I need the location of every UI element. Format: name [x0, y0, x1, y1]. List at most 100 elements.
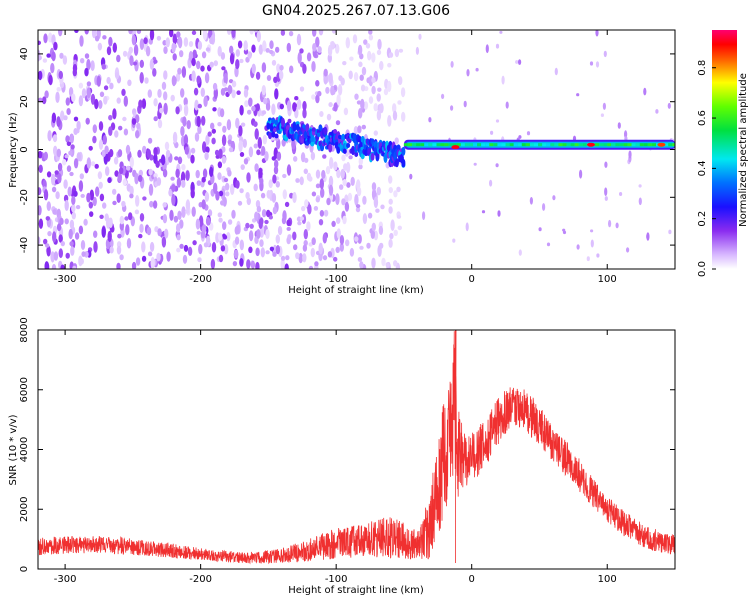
spectrogram-cell [310, 247, 315, 258]
spectrogram-cell [358, 108, 363, 119]
spectrogram-cell [160, 154, 166, 166]
colorbar-gradient [712, 30, 737, 269]
spectrogram-cell [393, 190, 398, 198]
spectrogram-cell [202, 224, 207, 233]
spectrogram-cell [357, 234, 362, 244]
spectrogram-cell [146, 226, 152, 236]
spectrogram-cell [310, 141, 315, 147]
spectrogram-cell [312, 30, 317, 37]
spectrogram-cell [122, 178, 128, 186]
spectrogram-band-cell [578, 143, 583, 147]
spectrogram-peak [657, 142, 666, 147]
spectrogram-cell [232, 261, 238, 267]
spectrogram-cell [244, 100, 249, 108]
spectrogram-cell [197, 103, 202, 109]
spectrogram-cell [271, 103, 276, 116]
spectrogram-cell [367, 212, 373, 219]
spectrogram-cell [147, 251, 153, 257]
spectrogram-band-cell [664, 143, 669, 147]
spectrogram-cell [89, 211, 94, 218]
spectrogram-cell [66, 141, 72, 147]
spectrogram-cell [282, 189, 287, 200]
spectrogram-cell [92, 196, 97, 207]
spectrogram-cell [122, 50, 128, 57]
spectrogram-cell [579, 169, 583, 179]
spectrogram-cell [131, 34, 137, 46]
spectrogram-cell [401, 146, 406, 156]
spectrogram-cell [298, 252, 303, 264]
spectrogram-band-cell [647, 143, 652, 147]
spectrogram-cell [302, 244, 308, 252]
spectrogram-cell [101, 63, 107, 70]
spectrogram-cell [394, 137, 399, 145]
spectrogram-cell [119, 167, 124, 175]
spectrogram-cell [475, 67, 479, 72]
spectrogram-cell [231, 209, 236, 219]
spectrogram-peak [586, 142, 595, 147]
spectrogram-cell [68, 228, 73, 240]
spectrogram-cell [72, 265, 77, 269]
spectrogram-cell [76, 152, 82, 162]
spectrogram-cell [79, 173, 85, 180]
spectrogram-cell [376, 49, 382, 56]
spectrogram-cell [495, 43, 500, 49]
spectrogram-cell [64, 154, 69, 159]
spectrogram-cell [91, 30, 97, 39]
spectrogram-cell [134, 209, 140, 215]
spectrogram-cell [175, 106, 180, 115]
spectrogram-cell [209, 61, 214, 68]
spectrogram-cell [604, 187, 608, 196]
spectrogram-cell [98, 121, 104, 131]
spectrogram-cell [396, 214, 402, 219]
spectrogram-cell [210, 258, 216, 269]
spectrogram-cell [355, 206, 361, 213]
spectrogram-cell [70, 144, 75, 150]
spectrogram-band-cell [460, 143, 465, 147]
spectrogram-cell [287, 118, 292, 124]
spectrogram-cell [101, 226, 106, 238]
spectrogram-cell [137, 149, 142, 158]
spectrogram-cell [240, 164, 245, 171]
colorbar-tick-label: 0.4 [697, 160, 708, 176]
spectrogram-cell [624, 130, 628, 139]
spectrogram-band-cell [473, 143, 478, 147]
spectrogram-band-cell [432, 143, 437, 147]
spectrogram-cell [86, 87, 91, 99]
spectrogram-cell [95, 186, 100, 197]
spectrogram-cell [377, 87, 382, 92]
spectrogram-cell [172, 131, 178, 144]
spectrogram-cell [56, 148, 61, 158]
spectrogram-cell [360, 153, 365, 160]
spectrogram-cell [129, 55, 134, 66]
spectrogram-cell [90, 60, 95, 72]
spectrogram-band-cell [599, 143, 604, 147]
spectrogram-cell [325, 166, 331, 175]
spectrogram-cell [78, 95, 84, 107]
spectrogram-cell [202, 168, 208, 179]
spectrogram-band-cell [639, 143, 644, 147]
spectrogram-band-cell [436, 143, 441, 147]
spectrogram-cell [256, 229, 261, 239]
spectrogram-cell [254, 211, 259, 221]
spectrogram-cell [125, 144, 131, 155]
spectrogram-cell [302, 253, 307, 263]
spectrogram-cell [94, 98, 99, 110]
spectrogram-cell [306, 221, 311, 232]
spectrogram-cell [351, 145, 355, 156]
spectrogram-cell [248, 246, 253, 254]
spectrogram-y-tick-label: 20 [19, 95, 30, 108]
spectrogram-band-cell [615, 143, 620, 147]
spectrogram-cell [191, 206, 196, 217]
spectrogram-cell [148, 168, 153, 176]
spectrogram-cell [162, 168, 168, 178]
spectrogram-cell [274, 88, 279, 100]
spectrogram-cell [181, 164, 186, 171]
spectrogram-cell [243, 158, 249, 165]
spectrogram-cell [54, 170, 59, 175]
spectrogram-cell [61, 159, 67, 166]
spectrogram-cell [333, 129, 338, 134]
spectrogram-cell [314, 261, 319, 267]
spectrogram-cell [81, 88, 87, 99]
spectrogram-cell [182, 116, 187, 127]
